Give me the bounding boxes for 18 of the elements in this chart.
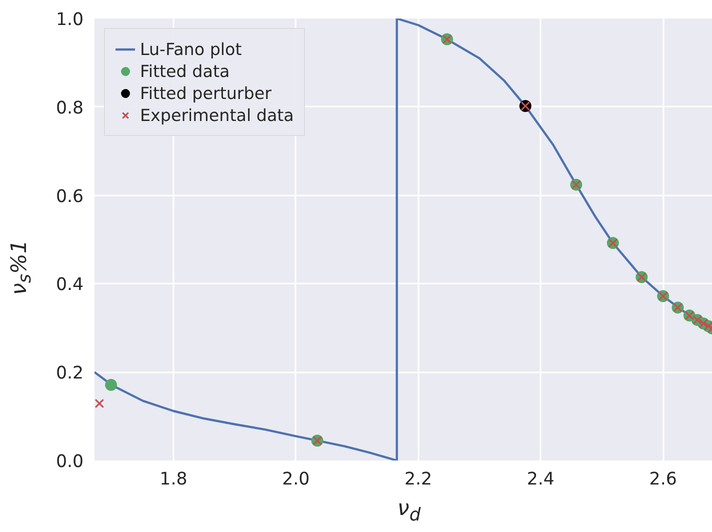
x-tick-label: 2.0 — [282, 470, 310, 490]
legend-label: Fitted data — [140, 62, 230, 80]
x-tick-label: 2.2 — [404, 470, 432, 490]
y-tick-label: 0.8 — [56, 98, 84, 118]
x-tick-label: 1.8 — [160, 470, 188, 490]
point — [105, 378, 118, 391]
y-tick-label: 0.4 — [56, 275, 84, 296]
x-tick-label: 2.4 — [526, 470, 554, 490]
legend-label: Experimental data — [140, 106, 294, 124]
point — [94, 398, 104, 408]
x-axis-title: ν$_{d}$ — [397, 496, 421, 528]
x-tick-label: 2.6 — [649, 470, 677, 490]
y-tick-label: 1.0 — [56, 10, 84, 30]
y-tick-label: 0.2 — [56, 364, 84, 384]
y-tick-label: 0.0 — [56, 452, 84, 472]
y-tick-label: 0.6 — [56, 186, 84, 207]
legend-label: Lu-Fano plot — [140, 40, 242, 58]
legend-label: Fitted perturber — [140, 84, 272, 102]
